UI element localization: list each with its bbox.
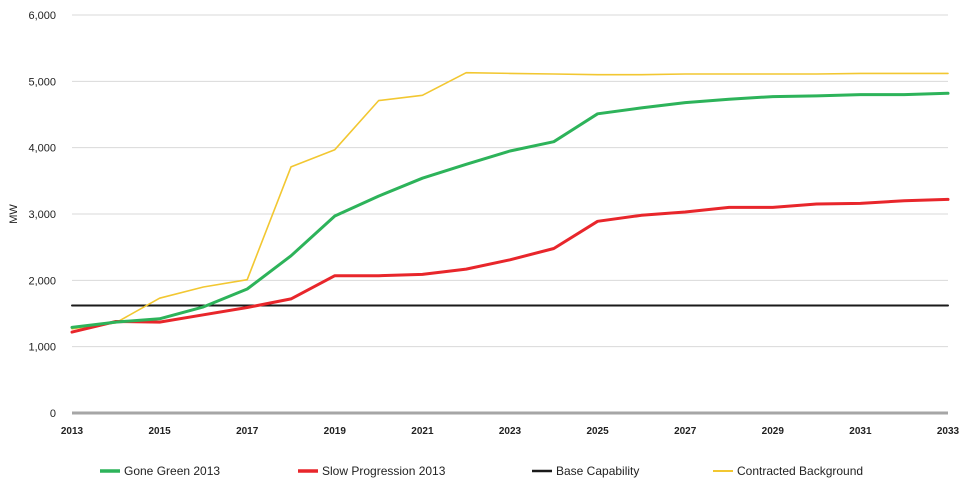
y-tick-label: 2,000 (28, 275, 56, 287)
x-tick-label: 2031 (849, 426, 872, 437)
y-axis-label: MW (8, 204, 20, 224)
legend-label: Base Capability (556, 464, 639, 478)
x-tick-label: 2017 (236, 426, 259, 437)
x-tick-label: 2015 (148, 426, 171, 437)
y-tick-label: 1,000 (28, 342, 56, 354)
series-line-gone-green-2013 (70, 91, 950, 329)
x-tick-label: 2029 (762, 426, 785, 437)
x-tick-label: 2019 (324, 426, 347, 437)
x-tick-label: 2023 (499, 426, 522, 437)
legend-label: Contracted Background (737, 464, 863, 478)
y-tick-label: 4,000 (28, 143, 56, 155)
legend-label: Gone Green 2013 (124, 464, 220, 478)
x-tick-label: 2013 (61, 426, 84, 437)
y-tick-label: 3,000 (28, 209, 56, 221)
y-tick-label: 0 (50, 408, 56, 420)
x-tick-label: 2021 (411, 426, 434, 437)
x-tick-label: 2025 (586, 426, 609, 437)
x-tick-label: 2027 (674, 426, 697, 437)
series-line-slow-progression-2013 (70, 197, 950, 334)
legend-label: Slow Progression 2013 (322, 464, 446, 478)
y-tick-label: 6,000 (28, 10, 56, 22)
series-line-contracted-background (71, 71, 949, 330)
x-tick-label: 2033 (937, 426, 960, 437)
y-tick-label: 5,000 (28, 76, 56, 88)
